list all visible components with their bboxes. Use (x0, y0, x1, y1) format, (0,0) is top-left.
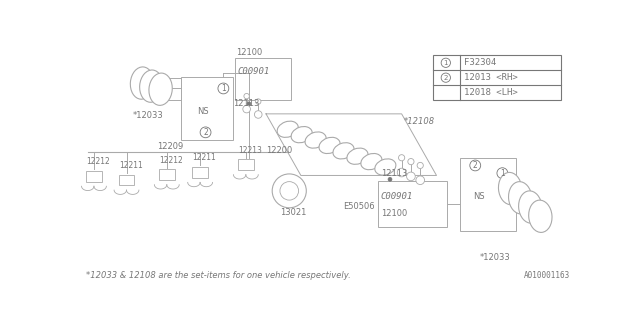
Text: NS: NS (474, 192, 485, 201)
Ellipse shape (277, 121, 298, 137)
Circle shape (280, 182, 298, 200)
Circle shape (470, 160, 481, 171)
Ellipse shape (347, 148, 368, 164)
Ellipse shape (305, 132, 326, 148)
Ellipse shape (319, 137, 340, 154)
Ellipse shape (529, 200, 552, 232)
Circle shape (218, 83, 229, 94)
Bar (238, 159, 253, 170)
Text: *12033: *12033 (132, 111, 163, 120)
Text: 12200: 12200 (266, 146, 292, 155)
Text: 12018 <LH>: 12018 <LH> (463, 88, 517, 97)
Circle shape (399, 155, 404, 161)
Text: 12113: 12113 (233, 99, 259, 108)
Text: 12013 <RH>: 12013 <RH> (463, 73, 517, 82)
Text: 12211: 12211 (193, 153, 216, 162)
Text: E50506: E50506 (344, 202, 375, 211)
Text: 1: 1 (444, 60, 448, 66)
Text: 1: 1 (500, 169, 505, 178)
Text: 2: 2 (203, 128, 208, 137)
Bar (193, 167, 208, 178)
Text: *12033 & 12108 are the set-items for one vehicle respectively.: *12033 & 12108 are the set-items for one… (86, 271, 351, 280)
Text: 2: 2 (444, 75, 448, 81)
Text: NS: NS (196, 107, 208, 116)
Ellipse shape (499, 172, 522, 205)
Text: 12212: 12212 (159, 156, 183, 164)
Bar (119, 175, 134, 186)
Ellipse shape (361, 154, 382, 170)
Text: *12108: *12108 (404, 117, 435, 126)
Circle shape (244, 93, 250, 99)
Circle shape (417, 162, 423, 169)
Bar (86, 171, 102, 182)
Text: 13021: 13021 (280, 208, 307, 217)
Circle shape (397, 168, 406, 177)
Circle shape (441, 58, 451, 68)
Circle shape (406, 172, 415, 181)
Bar (460, 158, 516, 231)
Circle shape (255, 111, 262, 118)
Circle shape (388, 177, 392, 181)
Text: 12213: 12213 (238, 146, 262, 155)
Text: 12211: 12211 (119, 161, 143, 170)
Text: 12212: 12212 (86, 157, 110, 166)
Circle shape (416, 176, 424, 185)
Bar (433, 55, 561, 100)
Ellipse shape (140, 70, 163, 102)
Ellipse shape (375, 159, 396, 175)
Text: C00901: C00901 (381, 192, 413, 201)
Ellipse shape (333, 143, 354, 159)
Text: A010001163: A010001163 (524, 271, 570, 280)
Text: 12209: 12209 (157, 142, 184, 151)
Circle shape (441, 73, 451, 82)
Circle shape (255, 99, 261, 104)
Circle shape (408, 158, 414, 165)
Bar (180, 77, 234, 140)
Text: F32304: F32304 (463, 58, 496, 67)
Bar (164, 78, 180, 100)
Bar (378, 181, 447, 227)
Ellipse shape (291, 126, 312, 143)
Circle shape (247, 102, 251, 106)
Ellipse shape (149, 73, 172, 105)
Text: 2: 2 (473, 161, 477, 170)
Text: 12113: 12113 (381, 169, 407, 178)
Circle shape (243, 105, 250, 113)
Ellipse shape (131, 67, 154, 99)
Text: 12100: 12100 (237, 48, 263, 57)
Bar (159, 169, 175, 180)
Text: *12033: *12033 (480, 253, 511, 262)
Circle shape (272, 174, 307, 208)
Text: 1: 1 (221, 84, 226, 93)
Circle shape (497, 168, 508, 179)
Circle shape (200, 127, 211, 138)
Text: 12100: 12100 (381, 209, 407, 218)
Ellipse shape (509, 182, 532, 214)
Text: C00901: C00901 (237, 67, 269, 76)
Ellipse shape (518, 191, 542, 223)
Bar (235, 58, 291, 100)
